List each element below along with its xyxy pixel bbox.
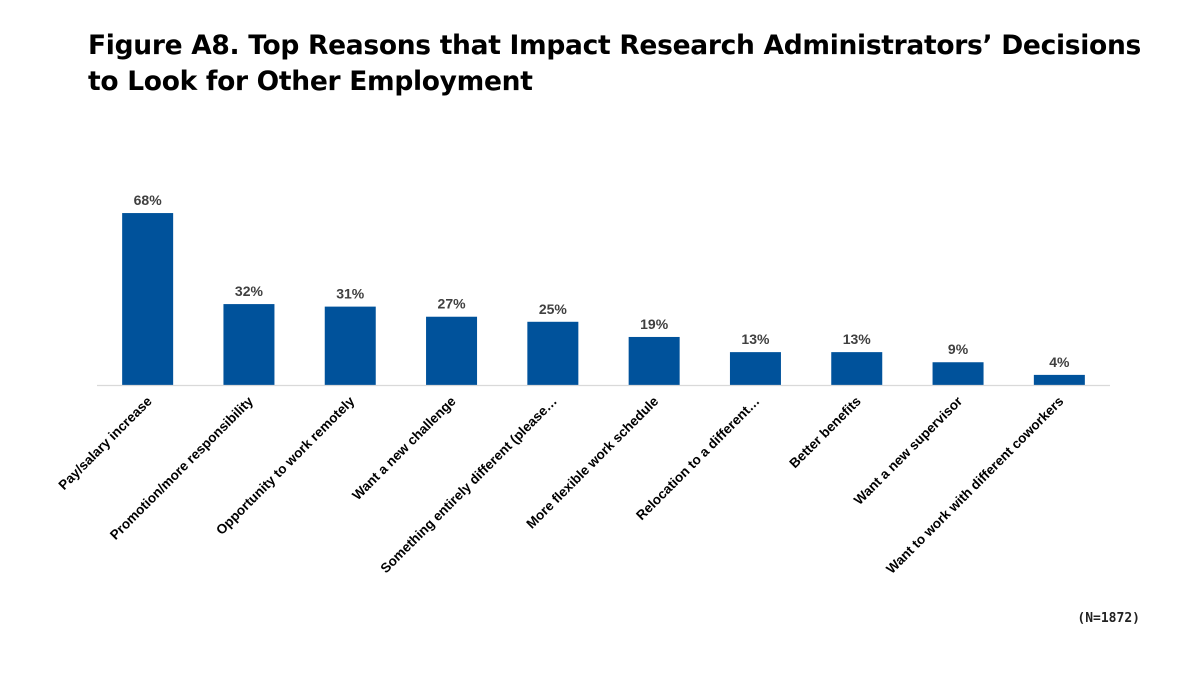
value-label-10: 4%	[1049, 354, 1070, 370]
bar-9	[932, 362, 984, 385]
value-label-7: 13%	[741, 331, 770, 347]
bar-6	[628, 336, 680, 385]
value-label-5: 25%	[539, 301, 568, 317]
value-label-4: 27%	[438, 296, 467, 312]
bar-5	[527, 321, 579, 385]
bar-4	[426, 316, 478, 385]
bar-7	[729, 352, 781, 385]
bar-2	[223, 304, 275, 385]
bar-10	[1033, 374, 1085, 385]
bar-3	[324, 306, 376, 385]
bar-1	[122, 213, 174, 385]
bar-8	[831, 352, 883, 385]
value-label-9: 9%	[948, 341, 969, 357]
value-label-2: 32%	[235, 283, 264, 299]
value-label-1: 68%	[134, 192, 163, 208]
chart-title: Figure A8. Top Reasons that Impact Resea…	[88, 28, 1188, 100]
value-label-3: 31%	[336, 286, 365, 302]
category-label-10: Want to work with different coworkers	[883, 394, 1066, 577]
category-label-1: Pay/salary increase	[56, 393, 156, 493]
value-label-8: 13%	[843, 331, 872, 347]
category-label-7: Relocation to a different…	[633, 394, 762, 523]
value-labels-group: 68% 32% 31% 27% 25% 19% 13% 13% 9% 4%	[134, 192, 1070, 370]
category-label-8: Better benefits	[786, 394, 863, 471]
value-label-6: 19%	[640, 316, 669, 332]
category-label-5: Something entirely different (please…	[378, 394, 560, 576]
chart-title-line-2: to Look for Other Employment	[88, 66, 533, 97]
category-label-4: Want a new challenge	[349, 393, 459, 503]
sample-size-note: (N=1872)	[1077, 611, 1140, 626]
bars-group	[122, 213, 1085, 385]
category-label-9: Want a new supervisor	[851, 393, 966, 508]
chart-title-line-1: Figure A8. Top Reasons that Impact Resea…	[88, 30, 1141, 61]
